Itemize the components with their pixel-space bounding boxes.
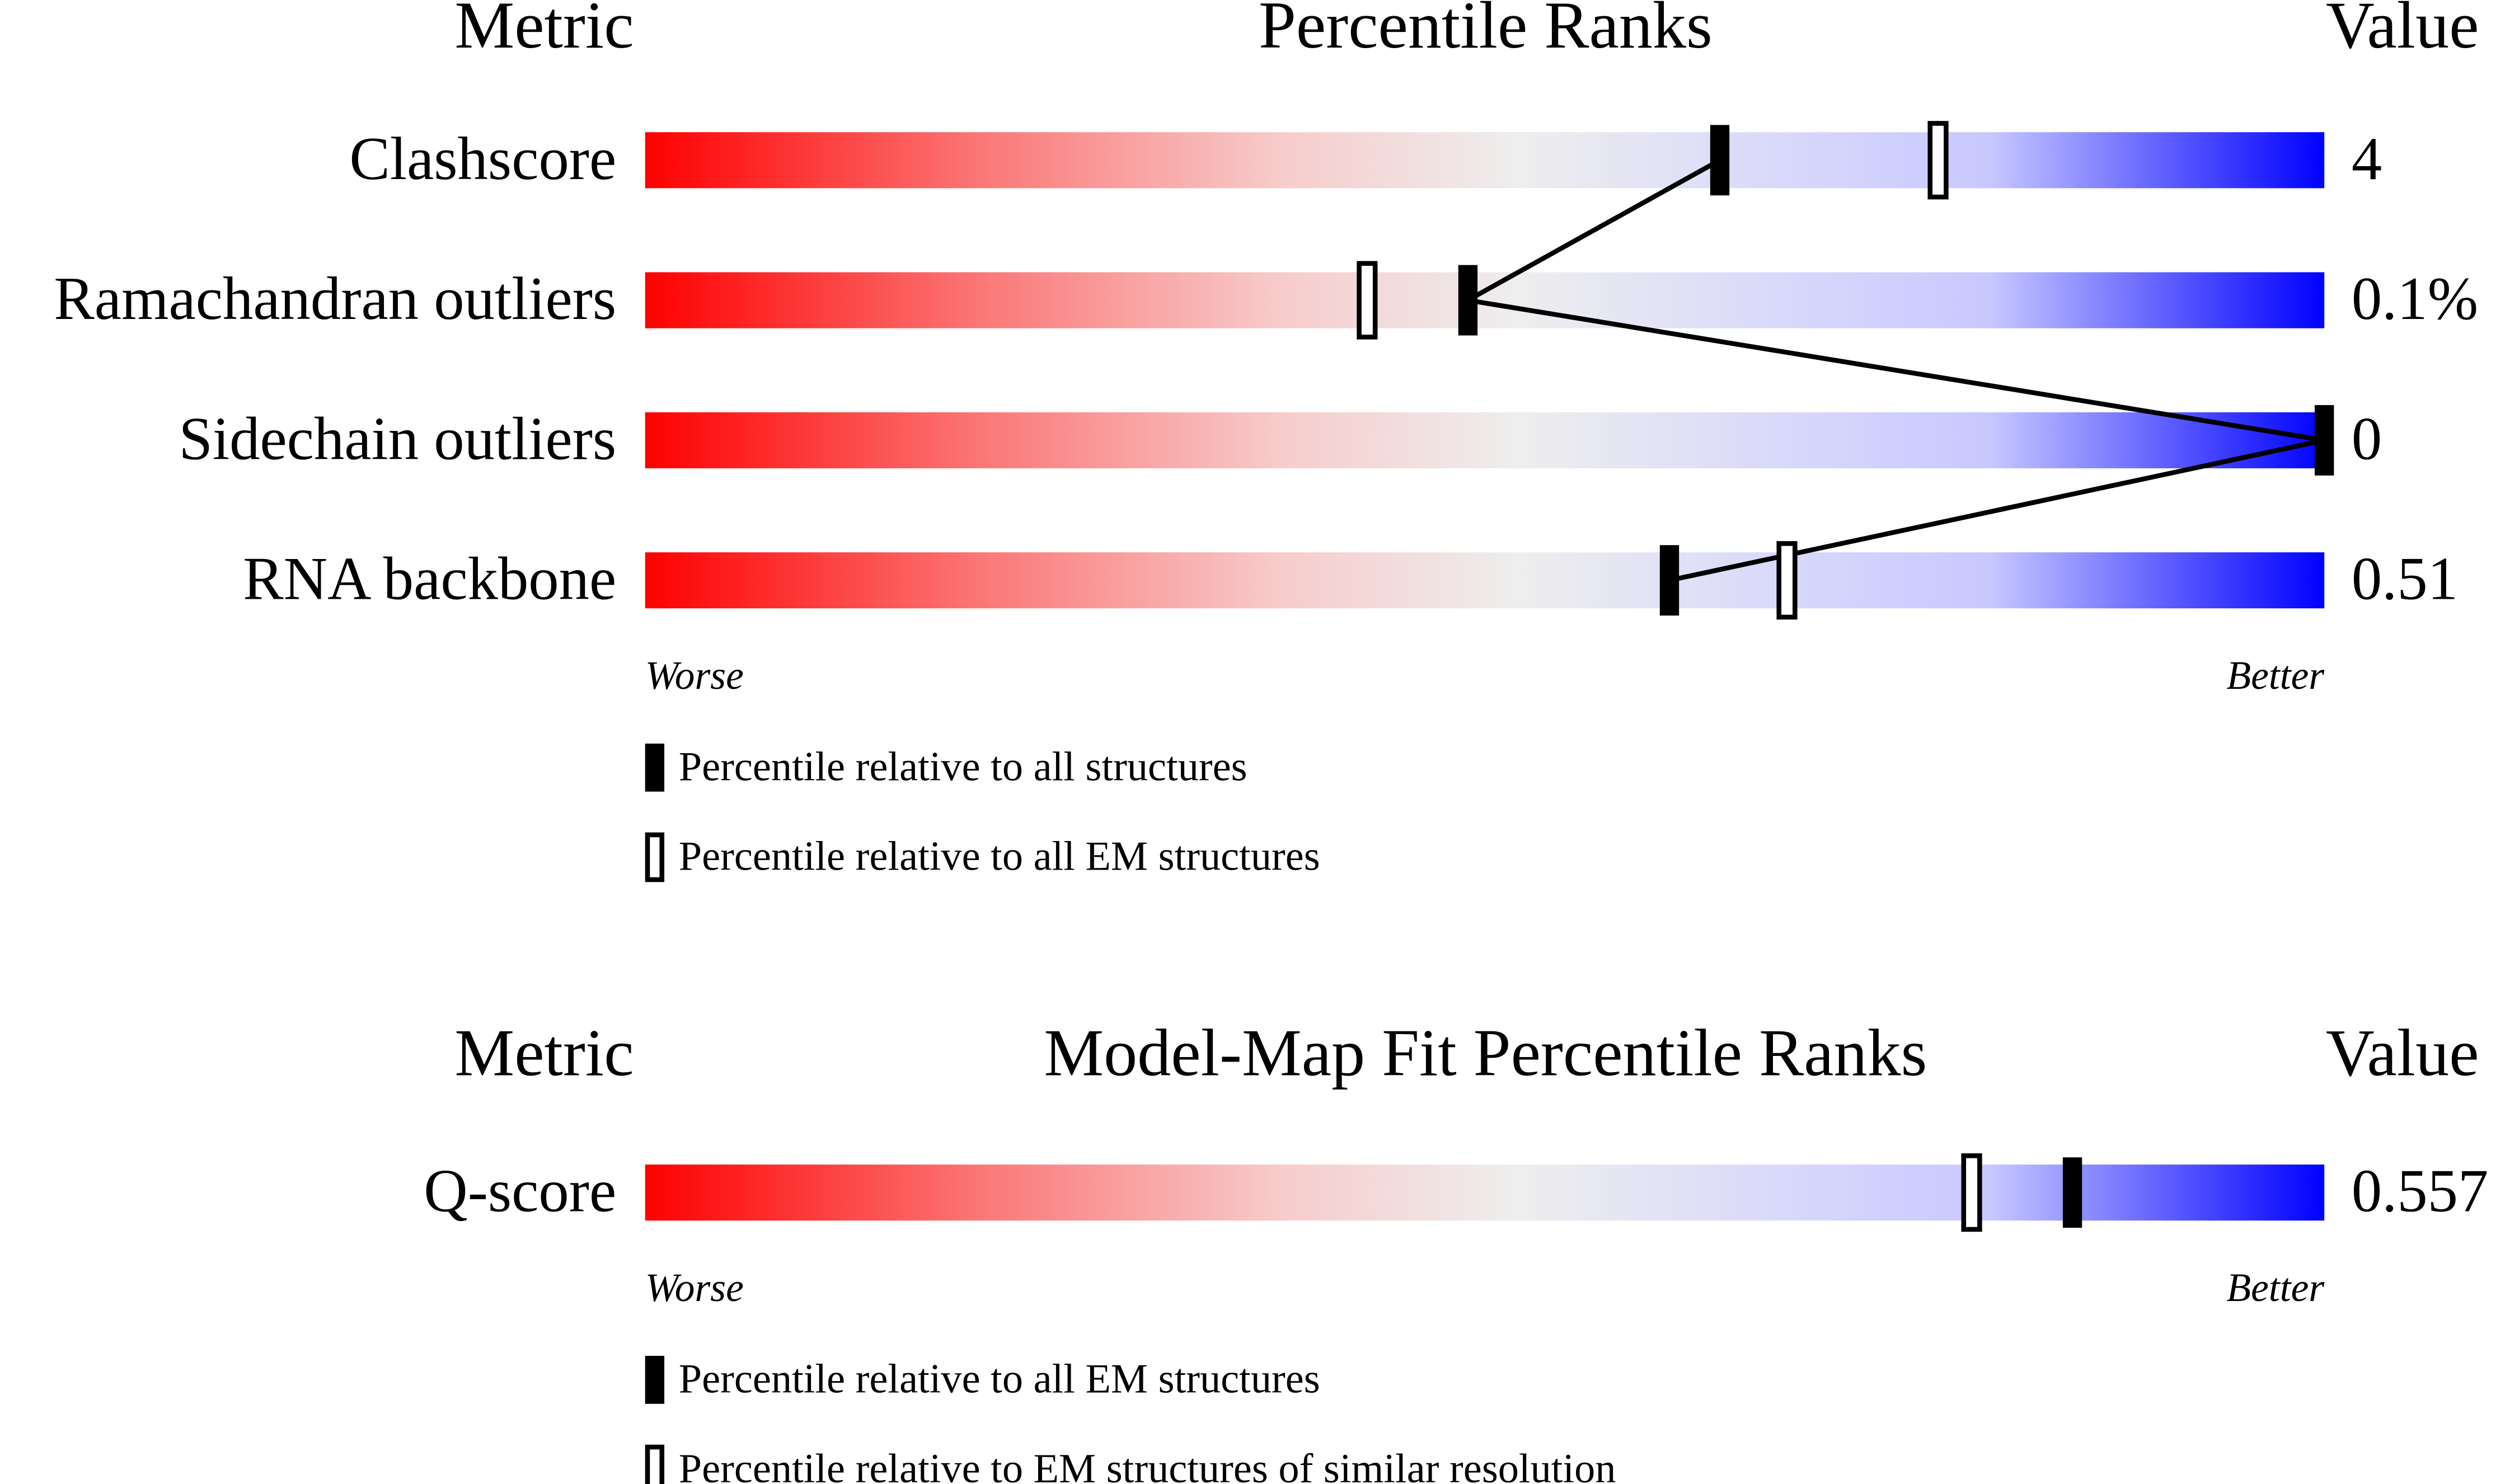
percentile-marker <box>1659 545 1679 616</box>
percentile-marker-open <box>1776 541 1798 620</box>
metric-label: Q-score <box>424 1157 616 1225</box>
percentile-bar <box>645 132 2325 189</box>
worse-label: Worse <box>645 654 744 698</box>
percentile-marker <box>1710 125 1730 196</box>
percentile-bar <box>645 1164 2325 1221</box>
better-label: Better <box>2226 1266 2325 1310</box>
legend-label: Percentile relative to all EM structures <box>679 1356 1320 1402</box>
percentile-bar <box>645 552 2325 609</box>
legend-label: Percentile relative to all structures <box>679 744 1247 790</box>
header-value: Value <box>2326 0 2479 62</box>
metric-label: Sidechain outliers <box>179 405 616 472</box>
percentile-marker-open <box>1927 121 1949 200</box>
legend-label: Percentile relative to EM structures of … <box>679 1446 1616 1484</box>
metric-label: RNA backbone <box>243 545 616 613</box>
legend-swatch <box>645 1355 665 1404</box>
header-metric: Metric <box>454 1015 634 1089</box>
percentile-marker <box>1458 265 1478 336</box>
legend-label: Percentile relative to all EM structures <box>679 834 1320 880</box>
metric-value: 4 <box>2352 125 2382 192</box>
metric-label: Clashscore <box>349 125 616 192</box>
header-value: Value <box>2326 1015 2479 1089</box>
legend-swatch <box>645 743 665 792</box>
percentile-marker <box>2062 1157 2082 1228</box>
header-metric: Metric <box>454 0 634 62</box>
worse-label: Worse <box>645 1266 744 1310</box>
legend-swatch-open <box>645 832 665 882</box>
chart-title: Model-Map Fit Percentile Ranks <box>1044 1015 1927 1089</box>
metric-value: 0.51 <box>2352 545 2458 613</box>
percentile-marker-open <box>1961 1153 1982 1232</box>
metric-value: 0 <box>2352 405 2382 472</box>
percentile-marker-open <box>1357 261 1378 340</box>
metric-value: 0.557 <box>2352 1157 2489 1225</box>
legend-swatch-open <box>645 1444 665 1484</box>
metric-value: 0.1% <box>2352 265 2478 332</box>
percentile-bar <box>645 412 2325 468</box>
chart-title: Percentile Ranks <box>1259 0 1713 62</box>
connector-line <box>1461 158 2325 583</box>
percentile-bar <box>645 272 2325 328</box>
metric-label: Ramachandran outliers <box>54 265 616 332</box>
percentile-marker <box>2315 405 2334 476</box>
better-label: Better <box>2226 654 2325 698</box>
